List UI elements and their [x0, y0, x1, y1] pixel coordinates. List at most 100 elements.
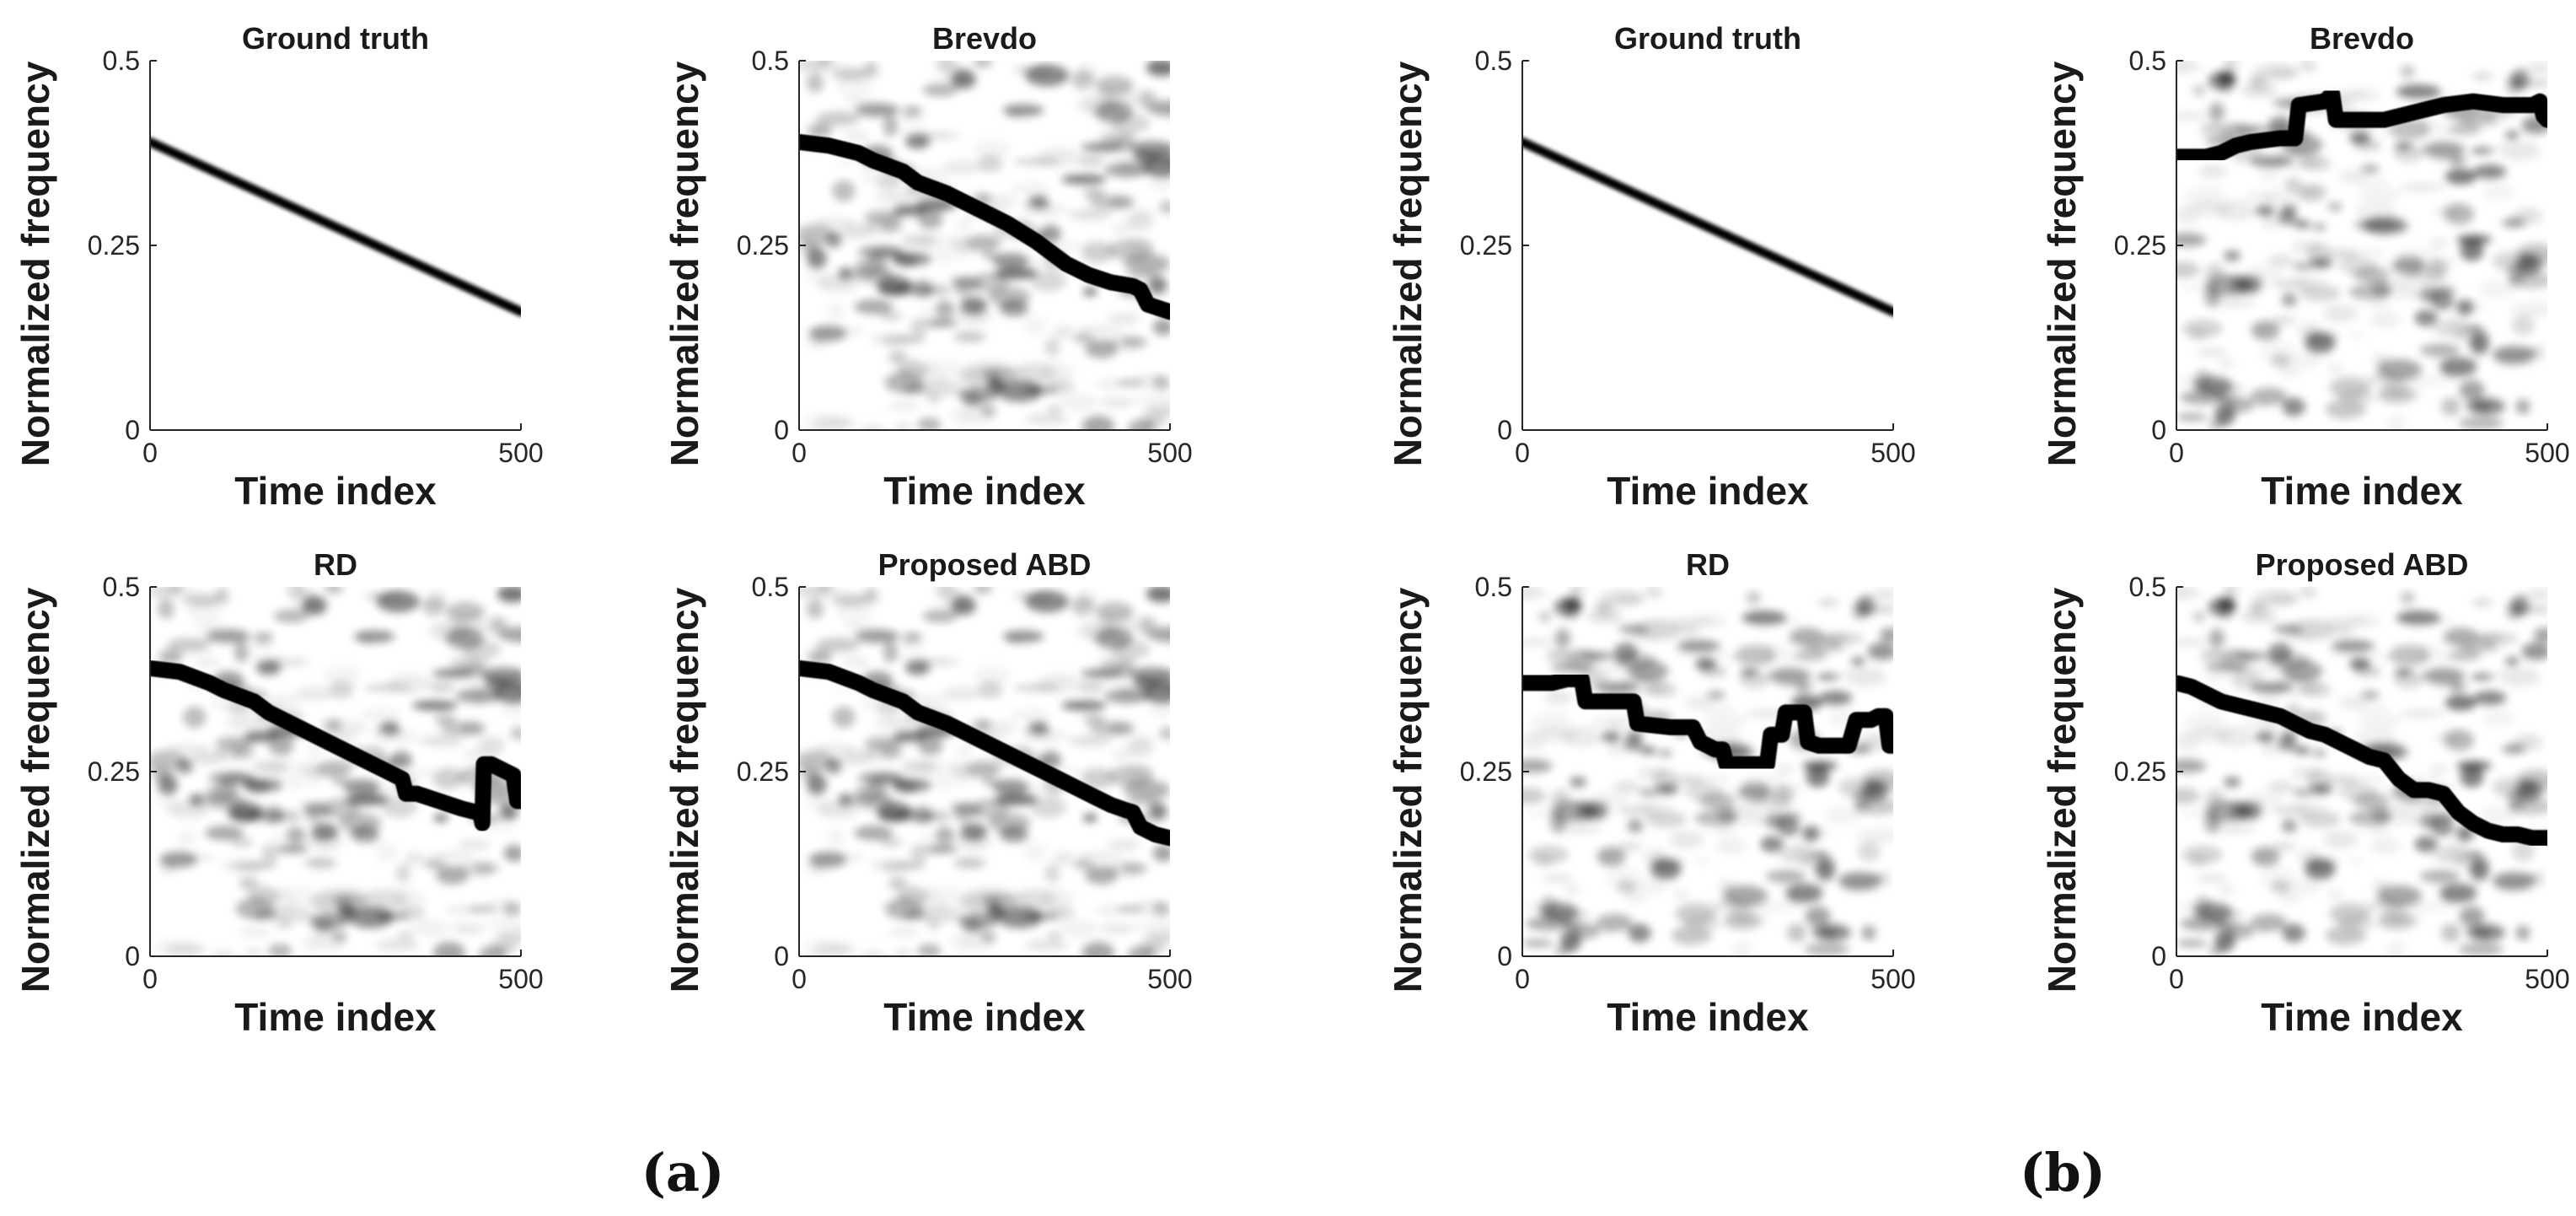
noise-blob	[509, 726, 521, 740]
x-tick-label: 0	[792, 964, 807, 994]
noise-blob	[287, 826, 305, 845]
noise-blob	[861, 424, 885, 430]
noise-blob	[1082, 813, 1097, 823]
noise-blob	[266, 758, 303, 779]
noise-blob	[1083, 188, 1106, 199]
noise-blob	[910, 694, 951, 707]
noise-blob	[1658, 749, 1672, 757]
noise-blob	[2414, 643, 2444, 661]
noise-blob	[1081, 241, 1114, 263]
noise-blob	[994, 267, 1038, 280]
noise-blob	[808, 855, 827, 876]
noise-blob	[2294, 271, 2325, 292]
noise-blob	[2360, 164, 2380, 174]
noise-blob	[464, 749, 484, 761]
noise-blob	[412, 920, 450, 938]
noise-blob	[806, 73, 824, 94]
noise-blob	[507, 630, 521, 639]
y-tick-label: 0.25	[2114, 230, 2166, 261]
noise-blob	[343, 779, 380, 795]
noise-blob	[936, 826, 954, 845]
noise-blob	[950, 932, 970, 954]
noise-blob	[1114, 138, 1135, 151]
noise-blob	[1645, 587, 1663, 600]
noise-blob	[2281, 627, 2310, 641]
noise-blob	[1741, 611, 1787, 626]
noise-blob	[936, 299, 954, 319]
noise-blob	[2419, 343, 2461, 357]
noise-blob	[1816, 865, 1834, 886]
noise-blob	[958, 386, 998, 403]
noise-blob	[358, 909, 392, 921]
noise-blob	[943, 686, 983, 701]
panel-label-a: (a)	[641, 1142, 725, 1203]
y-axis-label: Normalized frequency	[13, 61, 57, 466]
noise-blob	[2433, 880, 2480, 892]
noise-blob	[1544, 691, 1574, 704]
noise-blob	[835, 159, 860, 167]
noise-blob	[1562, 726, 1602, 748]
noise-blob	[1768, 668, 1811, 684]
noise-blob	[2525, 62, 2547, 76]
noise-blob	[2398, 181, 2445, 192]
noise-blob	[2398, 708, 2445, 718]
noise-blob	[417, 735, 462, 746]
noise-blob	[2218, 81, 2233, 95]
charts-layer: 0 0.25 0.5 0 500 Ground truth Time index Normal…	[13, 21, 2570, 1039]
noise-blob	[857, 772, 904, 784]
noise-blob	[2353, 218, 2400, 232]
noise-blob	[842, 130, 871, 143]
noise-blob	[965, 234, 1001, 252]
noise-blob	[2383, 907, 2423, 927]
noise-blob	[900, 639, 924, 648]
noise-blob	[2423, 668, 2466, 684]
noise-blob	[2255, 731, 2275, 742]
frequency-track	[799, 659, 1170, 847]
noise-blob	[855, 103, 899, 117]
noise-blob	[1101, 91, 1119, 113]
noise-blob	[902, 106, 923, 115]
noise-blob	[1146, 587, 1170, 603]
noise-blob	[917, 944, 942, 956]
x-tick-label: 500	[498, 438, 543, 468]
noise-blob	[2429, 762, 2449, 778]
noise-blob	[1030, 796, 1067, 818]
noise-blob	[2458, 943, 2504, 956]
noise-blob	[969, 798, 1010, 820]
noise-blob	[2445, 694, 2477, 711]
noise-blob	[2353, 774, 2389, 783]
x-tick-label: 500	[1870, 964, 1915, 994]
noise-blob	[2368, 790, 2404, 801]
noise-blob	[2184, 185, 2227, 206]
noise-blob	[1036, 147, 1081, 168]
noise-blob	[951, 70, 976, 89]
noise-blob	[481, 825, 518, 832]
noise-texture	[2176, 61, 2547, 430]
noise-blob	[2495, 358, 2535, 369]
plot-content	[799, 61, 1170, 430]
noise-blob	[484, 918, 521, 933]
noise-blob	[1061, 920, 1099, 938]
noise-blob	[1806, 766, 1830, 788]
noise-blob	[862, 595, 882, 605]
noise-blob	[493, 681, 521, 704]
noise-blob	[1564, 607, 1579, 621]
noise-blob	[815, 111, 860, 126]
noise-blob	[390, 888, 427, 911]
noise-blob	[1596, 924, 1616, 935]
noise-blob	[2196, 874, 2227, 882]
noise-blob	[255, 660, 282, 675]
noise-blob	[302, 596, 327, 616]
noise-blob	[2369, 312, 2402, 328]
noise-blob	[387, 673, 432, 694]
noise-blob	[2354, 727, 2397, 749]
noise-blob	[2439, 365, 2455, 377]
y-tick-label: 0	[125, 941, 140, 971]
noise-blob	[951, 596, 976, 616]
noise-blob	[861, 950, 885, 956]
noise-blob	[879, 838, 903, 847]
x-tick-label: 0	[1515, 438, 1530, 468]
noise-blob	[2219, 358, 2235, 369]
noise-blob	[826, 828, 845, 847]
x-axis-label: Time index	[883, 995, 1086, 1039]
